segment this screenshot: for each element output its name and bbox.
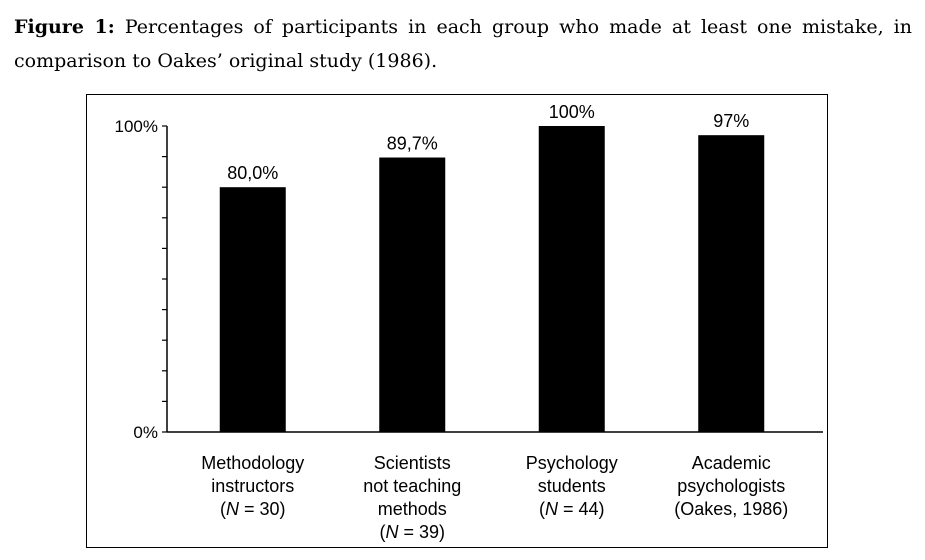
x-category-label: Academic psychologists (Oakes, 1986)	[674, 453, 788, 519]
x-category-label-line: instructors	[211, 476, 294, 496]
x-category-label-line: not teaching	[363, 476, 461, 496]
bar	[698, 135, 765, 432]
bar	[538, 126, 605, 432]
sample-size-symbol: N	[385, 522, 399, 542]
x-category-label-line: (N = 30)	[220, 499, 286, 519]
figure-caption: Figure 1: Percentages of participants in…	[14, 10, 912, 78]
x-category-label-line: Methodology	[201, 453, 304, 473]
x-category-label-line: students	[538, 476, 606, 496]
x-category-label-line: (N = 39)	[379, 522, 445, 542]
x-category-label: Scientists not teaching methods (N = 39)	[363, 453, 461, 542]
y-tick-label: 100%	[115, 117, 158, 136]
figure-frame	[86, 94, 828, 548]
sample-size-symbol: N	[226, 499, 240, 519]
chart-bars	[219, 126, 765, 432]
data-label: 100%	[549, 102, 595, 122]
data-label: 97%	[713, 111, 749, 131]
x-category-label-line: (Oakes, 1986)	[674, 499, 788, 519]
figure-caption-text: Percentages of participants in each grou…	[14, 16, 912, 72]
x-category-label-line: Academic	[692, 453, 771, 473]
bar	[379, 157, 446, 432]
x-category-label: Psychology students (N = 44)	[526, 453, 618, 519]
data-label: 89,7%	[387, 134, 438, 154]
x-category-label-line: Scientists	[374, 453, 451, 473]
x-category-label-line: (N = 44)	[539, 499, 605, 519]
x-category-label-line: psychologists	[677, 476, 785, 496]
x-category-label-line: Psychology	[526, 453, 618, 473]
y-tick-label: 0%	[133, 423, 158, 442]
data-label: 80,0%	[227, 163, 278, 183]
chart-labels: 80,0% Methodology instructors (N = 30) 89,7%…	[201, 102, 788, 542]
x-category-label: Methodology instructors (N = 30)	[201, 453, 304, 519]
x-category-label-line: methods	[378, 499, 447, 519]
bar	[219, 187, 286, 432]
figure-caption-lead: Figure 1:	[14, 16, 115, 38]
sample-size-symbol: N	[545, 499, 559, 519]
